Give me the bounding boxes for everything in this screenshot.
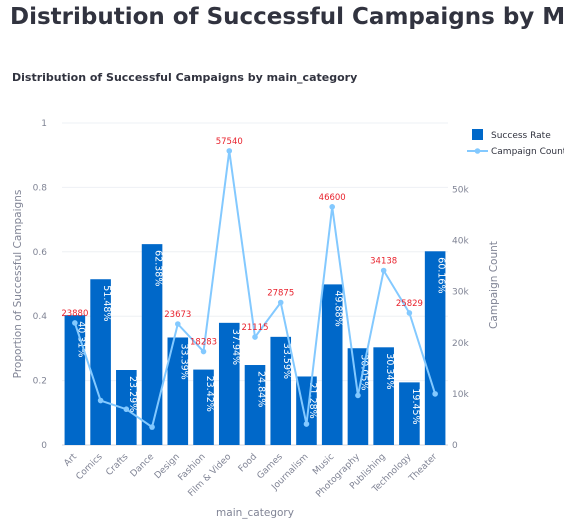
- bar[interactable]: [167, 337, 189, 445]
- y2-tick-label: 10k: [452, 390, 469, 400]
- line-point[interactable]: [380, 267, 387, 274]
- line-point[interactable]: [226, 148, 233, 154]
- x-tick-label: Comics: [75, 452, 105, 482]
- y2-tick-label: 0: [452, 441, 458, 451]
- line-point[interactable]: [97, 397, 104, 404]
- bar-value-label: 30.05%: [358, 354, 369, 390]
- bar-value-label: 33.59%: [281, 343, 292, 379]
- line-point[interactable]: [72, 320, 78, 326]
- y-tick-label: 0: [41, 441, 47, 451]
- y-tick-label: 0.8: [33, 183, 48, 193]
- line-value-label: 21115: [241, 323, 268, 333]
- line-point[interactable]: [303, 421, 310, 427]
- line-point[interactable]: [175, 321, 181, 327]
- legend-label: Success Rate: [491, 131, 551, 141]
- line-point[interactable]: [277, 299, 284, 306]
- y2-tick-label: 50k: [452, 185, 469, 195]
- x-axis-title: main_category: [216, 507, 294, 519]
- line-value-label: 27875: [267, 289, 294, 299]
- line-value-label: 34138: [370, 257, 397, 267]
- bar-value-label: 23.29%: [127, 376, 138, 412]
- chart-title: Distribution of Successful Campaigns by …: [12, 71, 357, 84]
- bar-value-label: 33.39%: [178, 343, 189, 379]
- line-value-label: 23673: [164, 310, 191, 320]
- bar[interactable]: [270, 336, 292, 445]
- x-tick-label: Theater: [407, 452, 440, 485]
- legend-swatch-marker: [474, 148, 481, 154]
- y2-axis-title: Campaign Count: [488, 241, 500, 329]
- bar-value-label: 62.38%: [153, 250, 164, 286]
- bar-value-label: 51.48%: [101, 285, 112, 321]
- bar-value-label: 21.28%: [307, 382, 318, 418]
- y2-tick-label: 30k: [452, 288, 469, 298]
- bar-value-label: 23.42%: [204, 376, 215, 412]
- legend-label: Campaign Count: [491, 147, 564, 157]
- bar-value-label: 19.45%: [410, 388, 421, 424]
- bar[interactable]: [424, 251, 446, 445]
- bar[interactable]: [218, 322, 240, 445]
- y2-tick-label: 20k: [452, 339, 469, 349]
- line-point[interactable]: [432, 391, 438, 397]
- y-axis-title: Proportion of Successful Campaigns: [12, 190, 24, 379]
- line-point[interactable]: [123, 406, 130, 413]
- line-point[interactable]: [406, 310, 413, 316]
- x-tick-label: Art: [62, 452, 79, 469]
- line-value-label: 23880: [61, 309, 88, 319]
- bar-labels: 40.31%51.48%23.29%62.38%33.39%23.42%37.9…: [75, 250, 446, 424]
- line-value-label: 57540: [216, 137, 243, 147]
- bar[interactable]: [321, 284, 343, 445]
- line-point[interactable]: [252, 334, 258, 340]
- bar-value-label: 49.88%: [333, 290, 344, 326]
- x-tick-label: Food: [237, 452, 259, 474]
- line-point[interactable]: [329, 204, 336, 210]
- page-title: Distribution of Successful Campaigns by …: [10, 4, 564, 30]
- bar[interactable]: [296, 376, 317, 445]
- y-tick-label: 0.2: [33, 377, 47, 387]
- line-point[interactable]: [200, 348, 207, 355]
- bar-series: [64, 244, 446, 445]
- bar[interactable]: [244, 365, 266, 445]
- legend-swatch-bar: [472, 129, 483, 140]
- bar-value-label: 37.94%: [230, 329, 241, 365]
- bar-value-label: 24.84%: [256, 371, 267, 407]
- x-tick-label: Crafts: [104, 452, 130, 478]
- line-value-label: 18283: [190, 338, 217, 348]
- bar[interactable]: [193, 369, 214, 445]
- bar[interactable]: [141, 244, 163, 445]
- bar-value-label: 60.16%: [436, 257, 447, 293]
- line-value-label: 25829: [396, 299, 423, 309]
- bar[interactable]: [64, 315, 86, 445]
- y2-tick-label: 40k: [452, 237, 469, 247]
- line-point[interactable]: [149, 424, 155, 430]
- line-labels: 23880 23673 18283 57540 21115 27875 46600 34138…: [61, 137, 423, 348]
- bar[interactable]: [399, 382, 420, 445]
- bar-value-label: 30.34%: [384, 353, 395, 389]
- bar[interactable]: [90, 279, 111, 445]
- legend[interactable]: Success Rate Campaign Count: [467, 129, 564, 157]
- x-tick-label: Dance: [129, 452, 157, 480]
- y-tick-label: 1: [41, 119, 47, 129]
- y-tick-label: 0.6: [33, 248, 48, 258]
- line-value-label: 46600: [319, 193, 346, 203]
- y-tick-label: 0.4: [33, 312, 48, 322]
- bar[interactable]: [373, 347, 394, 445]
- line-point[interactable]: [355, 392, 361, 399]
- line-series: [72, 148, 438, 430]
